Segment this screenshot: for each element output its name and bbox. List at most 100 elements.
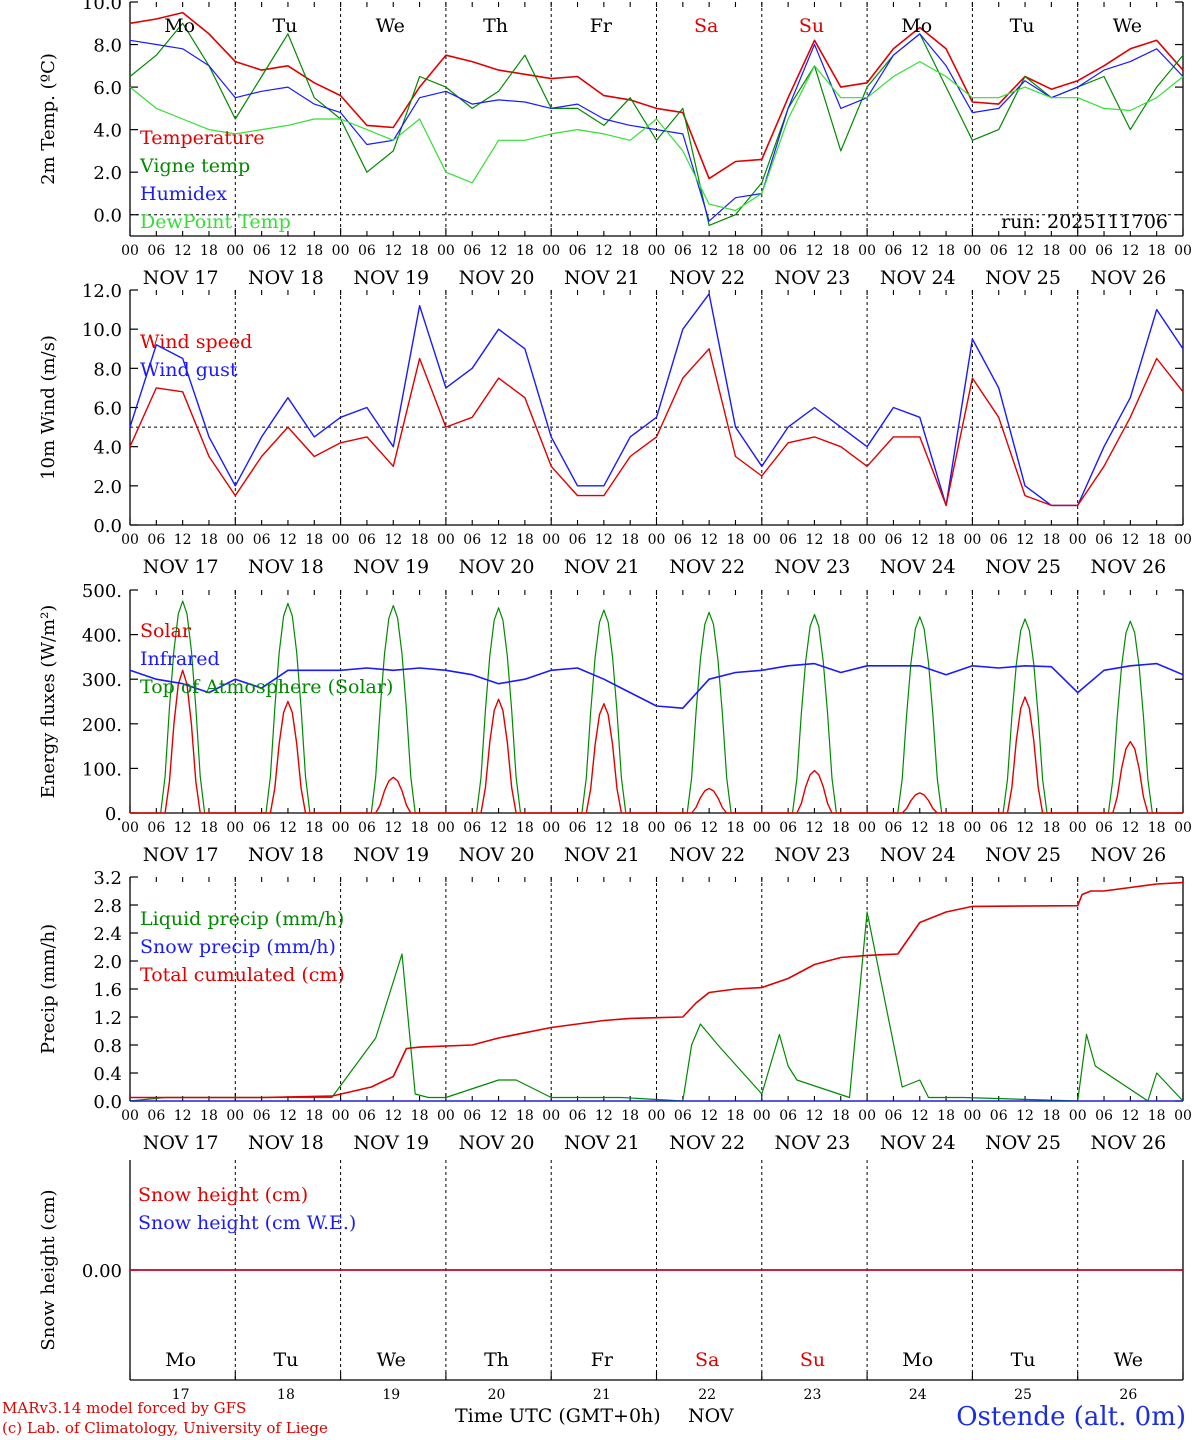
hour-tick-label: 18	[727, 820, 745, 836]
hour-tick-label: 00	[542, 243, 560, 259]
y-tick-label: 0.4	[93, 1064, 122, 1085]
hour-tick-label: 06	[885, 820, 903, 836]
toa-solar-series	[235, 602, 341, 814]
humidex-series	[129, 33, 1184, 222]
dewpoint-temp-series	[129, 60, 1184, 212]
y-tick-label: 4.0	[93, 438, 122, 459]
hour-tick-label: 00	[332, 243, 350, 259]
day-label: NOV 19	[353, 556, 429, 578]
model-credit: MARv3.14 model forced by GFS	[2, 1399, 247, 1417]
day-label: NOV 20	[459, 844, 535, 866]
day-label: NOV 18	[248, 844, 324, 866]
day-label: NOV 23	[775, 556, 851, 578]
legend-entry: Vigne temp	[139, 155, 250, 177]
hour-tick-label: 12	[384, 532, 402, 548]
toa-solar-series	[1077, 620, 1183, 814]
y-tick-label: 12.0	[82, 281, 122, 302]
weekday-label-bottom: We	[1114, 1349, 1143, 1371]
hour-tick-label: 18	[621, 820, 639, 836]
hour-tick-label: 00	[753, 243, 771, 259]
y-tick-label: 0.0	[93, 206, 122, 227]
day-label: NOV 22	[669, 556, 745, 578]
hour-tick-label: 12	[490, 820, 508, 836]
hour-tick-label: 12	[1016, 820, 1034, 836]
hour-tick-label: 00	[753, 1108, 771, 1124]
hour-tick-label: 00	[858, 243, 876, 259]
hour-tick-label: 00	[332, 820, 350, 836]
day-label: NOV 20	[459, 267, 535, 289]
hour-tick-label: 00	[542, 1108, 560, 1124]
solar-series	[235, 700, 341, 814]
day-number-label: 26	[1119, 1387, 1137, 1403]
hour-tick-label: 18	[305, 532, 323, 548]
day-label: NOV 18	[248, 267, 324, 289]
hour-tick-label: 00	[121, 243, 139, 259]
weekday-label: Th	[483, 15, 508, 37]
y-tick-label: 0.8	[93, 1036, 122, 1057]
hour-tick-label: 00	[1174, 1108, 1192, 1124]
hour-tick-label: 12	[490, 532, 508, 548]
total-cumulated-cm-series	[130, 881, 1184, 1099]
day-number-label: 24	[909, 1387, 927, 1403]
day-label: NOV 18	[248, 1132, 324, 1154]
hour-tick-label: 12	[1121, 243, 1139, 259]
legend-entry: Total cumulated (cm)	[140, 964, 345, 986]
y-axis-label: Precip (mm/h)	[38, 924, 59, 1054]
y-axis-label: 2m Temp. (ºC)	[38, 53, 59, 185]
run-label: run: 2025111706	[1001, 211, 1168, 233]
toa-solar-series	[972, 618, 1078, 814]
hour-tick-label: 18	[727, 243, 745, 259]
y-tick-label: 2.4	[93, 924, 122, 945]
hour-tick-label: 00	[753, 532, 771, 548]
day-label: NOV 21	[564, 1132, 640, 1154]
legend-entry: Top of Atmosphere (Solar)	[140, 676, 393, 698]
hour-tick-label: 12	[1016, 243, 1034, 259]
y-tick-label: 10.0	[82, 0, 122, 14]
y-tick-label: 2.8	[93, 896, 122, 917]
y-tick-label: 0.0	[93, 516, 122, 537]
hour-tick-label: 00	[963, 820, 981, 836]
legend-entry: Temperature	[140, 127, 264, 149]
hour-tick-label: 00	[542, 820, 560, 836]
weekday-label-bottom: Fr	[591, 1349, 614, 1371]
hour-tick-label: 00	[648, 532, 666, 548]
day-number-label: 17	[172, 1387, 190, 1403]
hour-tick-label: 18	[832, 1108, 850, 1124]
hour-tick-label: 06	[1095, 820, 1113, 836]
day-label: NOV 17	[143, 844, 219, 866]
solar-series	[340, 776, 446, 814]
y-tick-label: 1.6	[93, 980, 122, 1001]
hour-tick-label: 06	[779, 820, 797, 836]
hour-tick-label: 18	[305, 820, 323, 836]
weekday-label-bottom: Tu	[273, 1349, 298, 1371]
hour-tick-label: 00	[648, 243, 666, 259]
weekday-label-bottom: Sa	[695, 1349, 719, 1371]
hour-tick-label: 00	[1174, 243, 1192, 259]
y-tick-label: 10.0	[82, 320, 122, 341]
hour-tick-label: 00	[648, 1108, 666, 1124]
hour-tick-label: 12	[174, 532, 192, 548]
hour-tick-label: 18	[200, 820, 218, 836]
hour-tick-label: 18	[411, 243, 429, 259]
hour-tick-label: 18	[727, 532, 745, 548]
weekday-label: We	[1113, 15, 1142, 37]
hour-tick-label: 00	[1069, 820, 1087, 836]
day-label: NOV 24	[880, 1132, 956, 1154]
hour-tick-label: 18	[832, 243, 850, 259]
hour-tick-label: 00	[121, 1108, 139, 1124]
day-label: NOV 21	[564, 844, 640, 866]
hour-tick-label: 18	[1042, 820, 1060, 836]
day-label: NOV 18	[248, 556, 324, 578]
hour-tick-label: 06	[1095, 1108, 1113, 1124]
hour-tick-label: 06	[674, 820, 692, 836]
hour-tick-label: 12	[911, 820, 929, 836]
liquid-precip-mm-h-series	[129, 911, 1184, 1102]
hour-tick-label: 06	[674, 243, 692, 259]
hour-tick-label: 18	[305, 243, 323, 259]
hour-tick-label: 12	[911, 243, 929, 259]
hour-tick-label: 18	[1148, 1108, 1166, 1124]
day-label: NOV 25	[985, 844, 1061, 866]
y-tick-label: 2.0	[93, 952, 122, 973]
hour-tick-label: 00	[121, 820, 139, 836]
hour-tick-label: 06	[779, 532, 797, 548]
